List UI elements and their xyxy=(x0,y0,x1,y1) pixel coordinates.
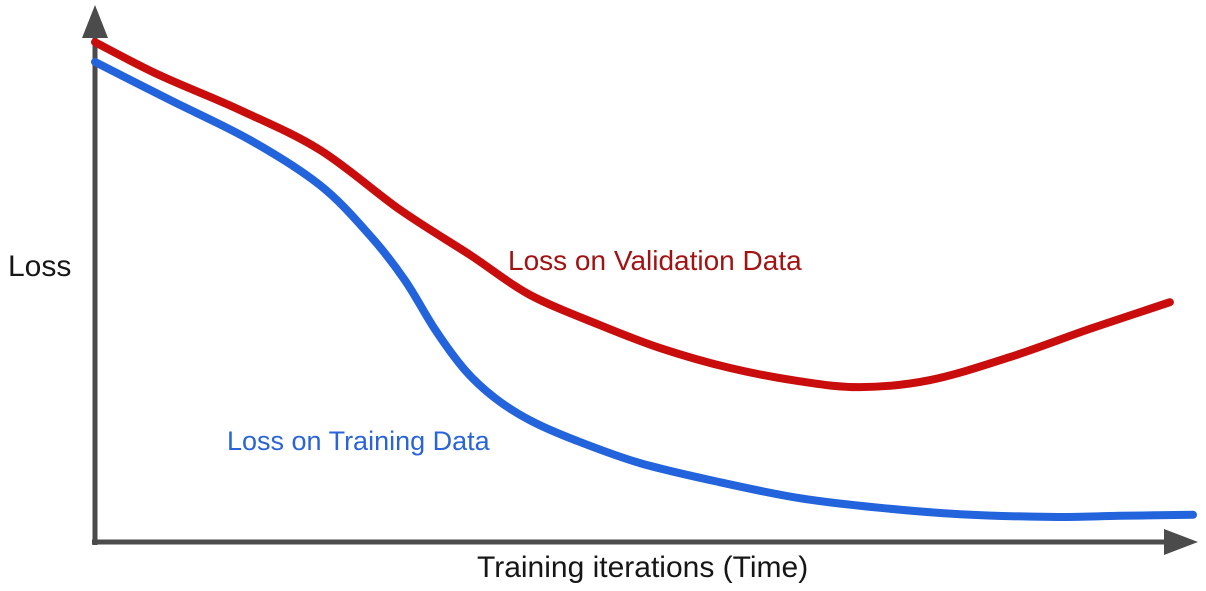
y-axis-label: Loss xyxy=(8,250,72,283)
x-axis-label: Training iterations (Time) xyxy=(477,551,809,584)
y-axis-arrow-icon xyxy=(82,5,108,38)
training-loss-curve xyxy=(91,57,1197,521)
x-axis-arrow-icon xyxy=(1164,529,1198,555)
validation-loss-curve xyxy=(91,38,1174,392)
training-series-label: Loss on Training Data xyxy=(227,426,490,456)
validation-series-label: Loss on Validation Data xyxy=(508,245,802,276)
